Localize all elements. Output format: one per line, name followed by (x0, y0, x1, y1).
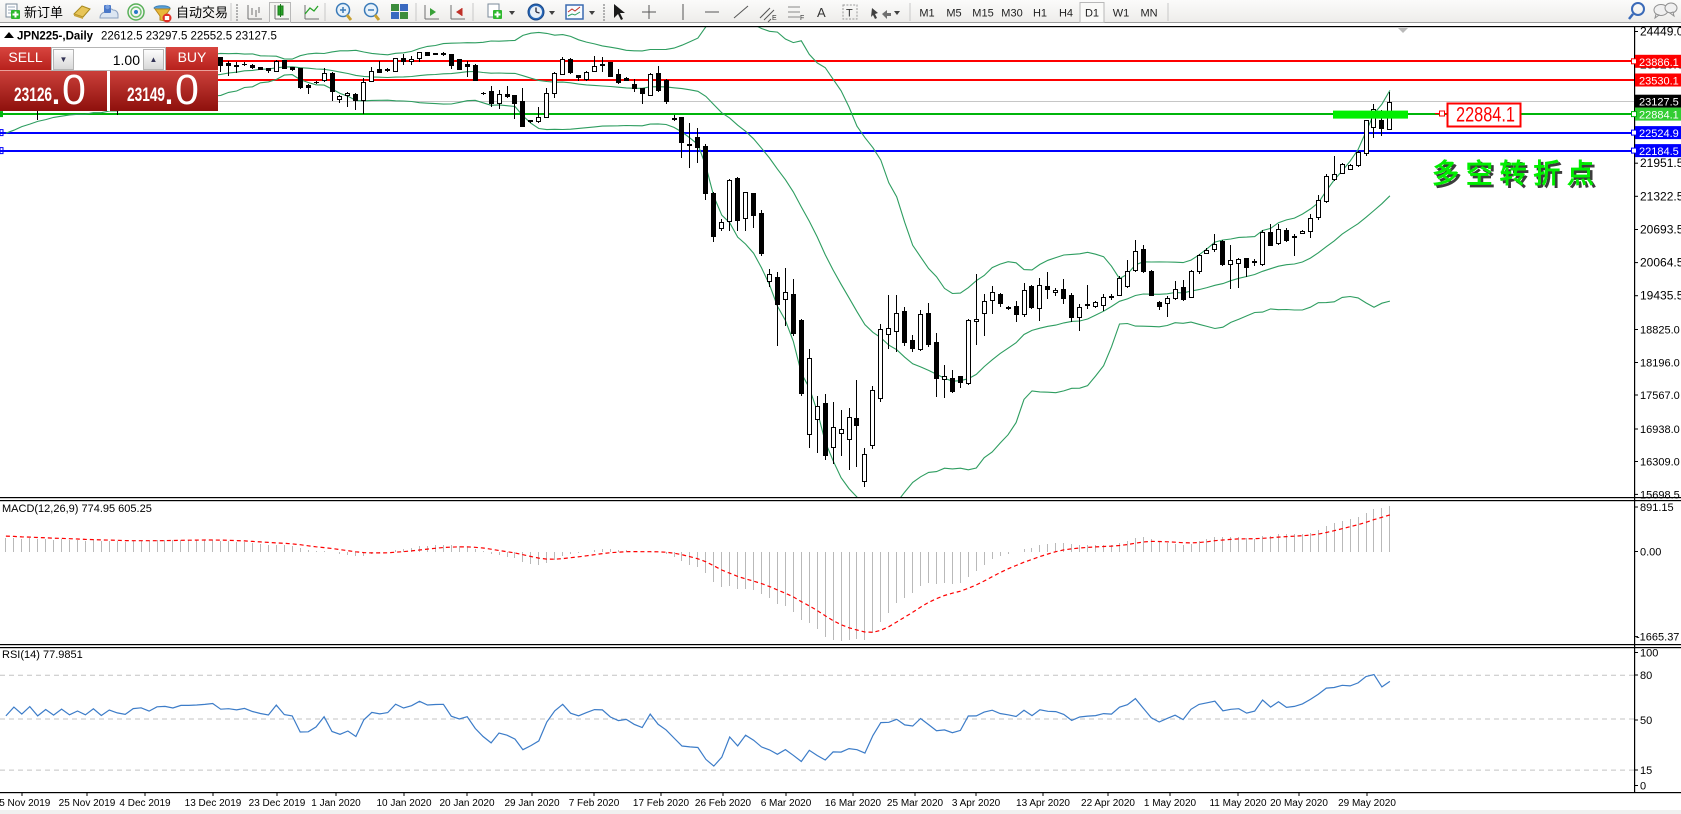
svg-text:16 Mar 2020: 16 Mar 2020 (825, 798, 882, 809)
svg-text:20064.5: 20064.5 (1640, 256, 1681, 270)
svg-text:M5: M5 (946, 8, 961, 20)
svg-text:17567.0: 17567.0 (1640, 390, 1680, 402)
svg-text:M30: M30 (1001, 8, 1022, 20)
svg-text:7 Feb 2020: 7 Feb 2020 (569, 798, 620, 809)
svg-text:22524.9: 22524.9 (1639, 128, 1679, 140)
svg-text:50: 50 (1640, 715, 1652, 727)
svg-text:26 Feb 2020: 26 Feb 2020 (695, 798, 752, 809)
svg-text:18196.0: 18196.0 (1640, 358, 1680, 370)
svg-text:0: 0 (1640, 781, 1646, 793)
svg-text:0.00: 0.00 (1640, 547, 1661, 559)
svg-text:16309.0: 16309.0 (1640, 457, 1680, 469)
svg-text:23 Dec 2019: 23 Dec 2019 (249, 798, 306, 809)
svg-text:JPN225-,Daily: JPN225-,Daily (17, 31, 94, 43)
svg-text:17 Feb 2020: 17 Feb 2020 (633, 798, 690, 809)
svg-text:M15: M15 (972, 8, 993, 20)
svg-text:W1: W1 (1113, 8, 1130, 20)
svg-text:11 May 2020: 11 May 2020 (1209, 798, 1267, 809)
svg-text:15698.5: 15698.5 (1640, 489, 1680, 501)
svg-text:23127.5: 23127.5 (1639, 97, 1679, 109)
svg-text:13 Apr 2020: 13 Apr 2020 (1016, 798, 1070, 809)
svg-text:1 Jan 2020: 1 Jan 2020 (311, 798, 361, 809)
svg-text:MN: MN (1140, 8, 1157, 20)
svg-text:1 May 2020: 1 May 2020 (1144, 798, 1197, 809)
svg-text:18825.0: 18825.0 (1640, 325, 1680, 337)
svg-text:891.15: 891.15 (1640, 502, 1674, 514)
svg-text:多空转折点: 多空转折点 (1432, 158, 1594, 189)
svg-text:100: 100 (1640, 648, 1658, 660)
svg-text:F: F (800, 15, 804, 22)
svg-text:T: T (846, 8, 853, 20)
svg-text:M1: M1 (919, 8, 934, 20)
svg-text:4 Dec 2019: 4 Dec 2019 (119, 798, 171, 809)
svg-text:22884.1: 22884.1 (1639, 110, 1679, 122)
svg-text:RSI(14) 77.9851: RSI(14) 77.9851 (2, 649, 83, 661)
svg-text:20 Jan 2020: 20 Jan 2020 (439, 798, 494, 809)
svg-text:22612.5 23297.5 22552.5 23127.: 22612.5 23297.5 22552.5 23127.5 (101, 31, 277, 43)
svg-text:3 Apr 2020: 3 Apr 2020 (952, 798, 1001, 809)
svg-text:A: A (817, 5, 826, 20)
svg-text:13 Dec 2019: 13 Dec 2019 (185, 798, 242, 809)
svg-text:自动交易: 自动交易 (176, 5, 228, 20)
svg-text:23886.1: 23886.1 (1639, 57, 1679, 69)
svg-text:22884.1: 22884.1 (1456, 104, 1515, 127)
svg-text:22 Apr 2020: 22 Apr 2020 (1081, 798, 1135, 809)
svg-text:D1: D1 (1085, 8, 1099, 20)
svg-text:80: 80 (1640, 670, 1652, 682)
svg-text:15: 15 (1640, 765, 1652, 777)
svg-text:21322.5: 21322.5 (1640, 189, 1681, 203)
svg-text:19435.5: 19435.5 (1640, 289, 1681, 303)
svg-text:21951.5: 21951.5 (1640, 156, 1681, 170)
svg-text:16938.0: 16938.0 (1640, 424, 1680, 436)
svg-text:23530.1: 23530.1 (1639, 76, 1679, 88)
svg-text:10 Jan 2020: 10 Jan 2020 (376, 798, 431, 809)
svg-text:24449.0: 24449.0 (1640, 25, 1681, 39)
svg-text:29 Jan 2020: 29 Jan 2020 (504, 798, 559, 809)
svg-text:新订单: 新订单 (24, 5, 63, 20)
svg-text:22184.5: 22184.5 (1639, 146, 1679, 158)
svg-text:MACD(12,26,9) 774.95 605.25: MACD(12,26,9) 774.95 605.25 (2, 503, 152, 515)
svg-text:20 May 2020: 20 May 2020 (1270, 798, 1328, 809)
svg-text:H4: H4 (1059, 8, 1073, 20)
svg-text:6 Mar 2020: 6 Mar 2020 (761, 798, 812, 809)
svg-text:25 Mar 2020: 25 Mar 2020 (887, 798, 944, 809)
svg-text:29 May 2020: 29 May 2020 (1338, 798, 1396, 809)
svg-text:25 Nov 2019: 25 Nov 2019 (59, 798, 116, 809)
svg-text:20693.5: 20693.5 (1640, 223, 1681, 237)
svg-text:E: E (772, 15, 777, 22)
svg-text:15 Nov 2019: 15 Nov 2019 (0, 798, 51, 809)
svg-text:H1: H1 (1033, 8, 1047, 20)
svg-text:-1665.37: -1665.37 (1636, 632, 1679, 644)
